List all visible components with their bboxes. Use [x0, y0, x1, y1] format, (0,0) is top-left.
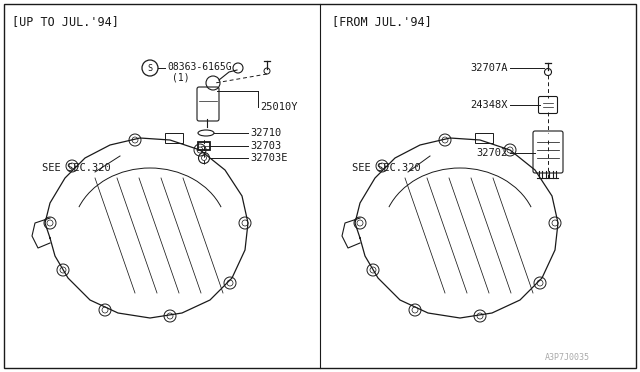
Text: SEE SEC.320: SEE SEC.320	[352, 163, 420, 173]
Text: (1): (1)	[172, 72, 189, 82]
Text: [FROM JUL.'94]: [FROM JUL.'94]	[332, 16, 432, 29]
Text: SEE SEC.320: SEE SEC.320	[42, 163, 111, 173]
Text: 32703E: 32703E	[250, 153, 287, 163]
Text: S: S	[147, 64, 152, 73]
Text: 32707A: 32707A	[470, 63, 508, 73]
Text: [UP TO JUL.'94]: [UP TO JUL.'94]	[12, 16, 119, 29]
Text: 24348X: 24348X	[470, 100, 508, 110]
Text: A3P7J0035: A3P7J0035	[545, 353, 590, 362]
Text: 32703: 32703	[250, 141, 281, 151]
Text: 08363-6165G: 08363-6165G	[167, 62, 232, 72]
Text: 32710: 32710	[250, 128, 281, 138]
Text: 32702: 32702	[477, 148, 508, 158]
Text: 25010Y: 25010Y	[260, 102, 298, 112]
